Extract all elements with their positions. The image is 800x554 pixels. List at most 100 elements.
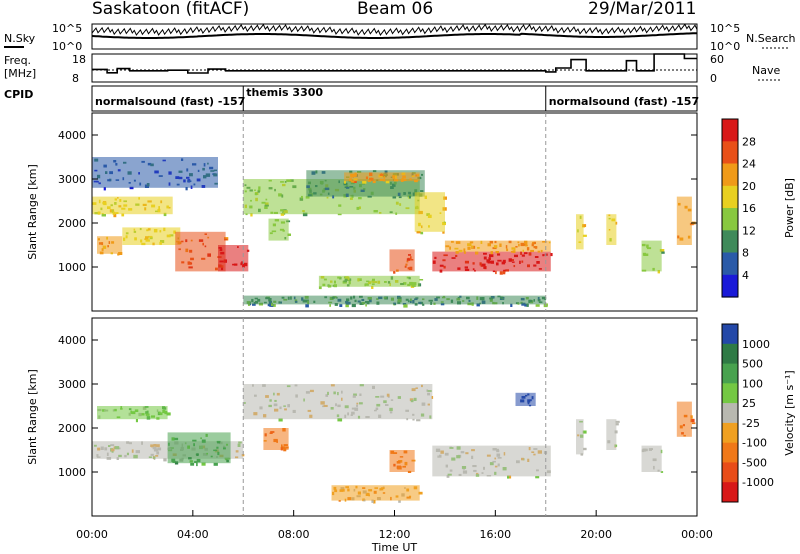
- power-colorbar-swatch: [722, 141, 738, 165]
- time-axis-label: Time UT: [371, 541, 417, 554]
- power-cell: [393, 271, 396, 274]
- velocity-echo-region: [167, 432, 231, 464]
- power-cell: [416, 231, 421, 234]
- velocity-cell: [660, 471, 664, 473]
- power-cell: [659, 249, 665, 252]
- velocity-cell: [582, 430, 587, 434]
- velocity-echo-region: [97, 406, 168, 420]
- power-cell: [409, 196, 411, 199]
- power-cell: [455, 251, 459, 254]
- velocity-ylabel: Slant Range [km]: [26, 369, 39, 465]
- freq-label: Freq.: [4, 54, 31, 67]
- beam-label: Beam 06: [357, 0, 433, 19]
- power-cell: [287, 233, 291, 236]
- power-colorbar-tick: 28: [742, 135, 756, 148]
- velocity-colorbar-swatch: [722, 403, 738, 424]
- velocity-cell: [416, 419, 421, 422]
- power-echo-region: [444, 240, 551, 252]
- velocity-colorbar-label: Velocity [m s⁻¹]: [783, 370, 796, 455]
- noise-tick-right-bottom: 10^0: [710, 40, 740, 53]
- power-cell: [526, 303, 529, 307]
- power-echo-region: [243, 295, 546, 305]
- station-title: Saskatoon (fitACF): [92, 0, 249, 19]
- velocity-cell: [535, 476, 540, 479]
- power-ytick-label: 4000: [58, 129, 86, 142]
- noise-tick-right-top: 10^5: [710, 22, 740, 35]
- velocity-cell: [398, 500, 401, 503]
- power-cell: [345, 304, 349, 308]
- cpid-segment-label: normalsound (fast) -157: [95, 95, 245, 108]
- velocity-echo-region: [606, 419, 617, 450]
- power-colorbar-frame: [721, 118, 739, 298]
- power-cell: [224, 238, 228, 241]
- velocity-ytick-label: 1000: [58, 466, 86, 479]
- power-cell: [371, 285, 374, 289]
- velocity-colorbar-swatch: [722, 482, 738, 503]
- velocity-cell: [278, 418, 283, 422]
- power-cell: [339, 304, 343, 307]
- velocity-echo-region: [389, 450, 415, 472]
- velocity-cell: [580, 453, 584, 456]
- power-cell: [351, 303, 356, 308]
- velocity-colorbar-tick: 500: [742, 358, 763, 371]
- power-echo-region: [175, 231, 226, 272]
- velocity-colorbar-tick: -1000: [742, 476, 774, 489]
- velocity-cell: [446, 475, 450, 478]
- power-cell: [661, 251, 665, 254]
- velocity-cell: [615, 420, 620, 423]
- power-cell: [344, 180, 346, 184]
- cpid-label: CPID: [4, 88, 33, 101]
- velocity-colorbar-swatch: [722, 462, 738, 483]
- power-cell: [365, 304, 367, 307]
- velocity-cell: [166, 412, 171, 416]
- power-frame: [91, 112, 698, 312]
- power-cell: [392, 196, 397, 199]
- power-cell: [420, 231, 424, 235]
- noise-tick-left-top: 10^5: [52, 22, 82, 35]
- velocity-ytick-label: 2000: [58, 422, 86, 435]
- power-echo-region: [606, 214, 617, 245]
- velocity-colorbar-tick: 1000: [742, 338, 770, 351]
- velocity-colorbar-swatch: [722, 442, 738, 463]
- velocity-colorbar-tick: -500: [742, 456, 767, 469]
- cpid-segment-label: normalsound (fast) -157: [549, 95, 699, 108]
- velocity-echo-region: [432, 445, 551, 477]
- power-cell: [351, 180, 355, 183]
- noise-tick-left-bottom: 10^0: [52, 40, 82, 53]
- velocity-echo-region: [515, 392, 536, 406]
- power-ylabel: Slant Range [km]: [26, 164, 39, 260]
- velocity-echo-region: [576, 419, 584, 455]
- power-cell: [367, 195, 372, 198]
- power-cell: [185, 187, 188, 191]
- power-cell: [248, 303, 250, 306]
- velocity-colorbar-frame: [721, 323, 739, 503]
- power-cell: [510, 250, 514, 253]
- time-tick-label: 20:00: [580, 528, 612, 541]
- velocity-colorbar-tick: 100: [742, 377, 763, 390]
- power-cell: [512, 250, 516, 253]
- velocity-cell: [412, 418, 415, 421]
- power-echo-region: [676, 196, 692, 245]
- power-echo-region: [641, 240, 662, 272]
- power-cell: [495, 251, 499, 254]
- power-cell: [129, 186, 134, 190]
- power-cell: [101, 214, 106, 217]
- power-echo-region: [389, 249, 415, 272]
- velocity-cell: [691, 422, 696, 425]
- velocity-colorbar-swatch: [722, 422, 738, 444]
- power-cell: [385, 180, 390, 184]
- power-cell: [113, 213, 117, 218]
- velocity-cell: [338, 500, 341, 502]
- velocity-cell: [135, 419, 138, 423]
- velocity-echo-region: [676, 401, 692, 437]
- power-echo-region: [92, 157, 218, 188]
- power-echo-region: [432, 251, 551, 272]
- nave-tick-top: 60: [710, 53, 724, 66]
- nsky-trace: [91, 23, 698, 36]
- nave-tick-bottom: 0: [710, 72, 717, 85]
- power-cell: [657, 270, 660, 274]
- velocity-echo-region: [263, 428, 289, 450]
- velocity-cell: [373, 500, 376, 504]
- power-cell: [163, 212, 167, 217]
- velocity-cell: [196, 462, 198, 467]
